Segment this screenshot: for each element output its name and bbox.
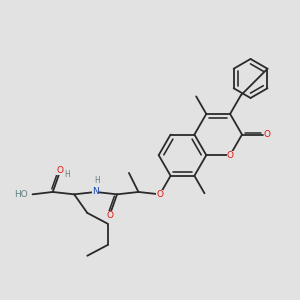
Text: O: O (263, 130, 271, 139)
Text: H: H (94, 176, 100, 184)
Text: O: O (226, 151, 234, 160)
Text: H: H (64, 169, 70, 178)
Text: O: O (156, 190, 164, 199)
Text: N: N (92, 188, 99, 196)
Text: O: O (106, 211, 113, 220)
Text: O: O (56, 166, 63, 175)
Text: HO: HO (14, 190, 28, 199)
